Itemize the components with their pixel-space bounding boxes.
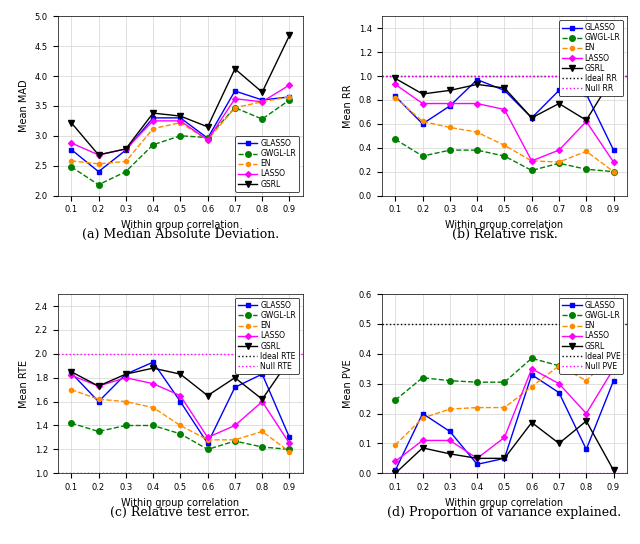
Legend: GLASSO, GWGL-LR, EN, LASSO, GSRL, Ideal PVE, Null PVE: GLASSO, GWGL-LR, EN, LASSO, GSRL, Ideal … [559, 298, 623, 374]
Legend: GLASSO, GWGL-LR, EN, LASSO, GSRL, Ideal RR, Null RR: GLASSO, GWGL-LR, EN, LASSO, GSRL, Ideal … [559, 20, 623, 96]
Y-axis label: Mean PVE: Mean PVE [343, 360, 353, 408]
X-axis label: Within group correlation: Within group correlation [122, 498, 239, 508]
Y-axis label: Mean RR: Mean RR [343, 84, 353, 128]
Text: (a) Median Absolute Deviation.: (a) Median Absolute Deviation. [82, 228, 279, 241]
Text: (d) Proportion of variance explained.: (d) Proportion of variance explained. [387, 506, 621, 519]
X-axis label: Within group correlation: Within group correlation [122, 220, 239, 230]
Legend: GLASSO, GWGL-LR, EN, LASSO, GSRL: GLASSO, GWGL-LR, EN, LASSO, GSRL [236, 136, 300, 191]
X-axis label: Within group correlation: Within group correlation [445, 498, 563, 508]
Y-axis label: Mean MAD: Mean MAD [19, 79, 29, 132]
Y-axis label: Mean RTE: Mean RTE [19, 360, 29, 407]
Text: (c) Relative test error.: (c) Relative test error. [111, 506, 250, 519]
Text: (b) Relative risk.: (b) Relative risk. [452, 228, 557, 241]
X-axis label: Within group correlation: Within group correlation [445, 220, 563, 230]
Legend: GLASSO, GWGL-LR, EN, LASSO, GSRL, Ideal RTE, Null RTE: GLASSO, GWGL-LR, EN, LASSO, GSRL, Ideal … [236, 298, 300, 374]
